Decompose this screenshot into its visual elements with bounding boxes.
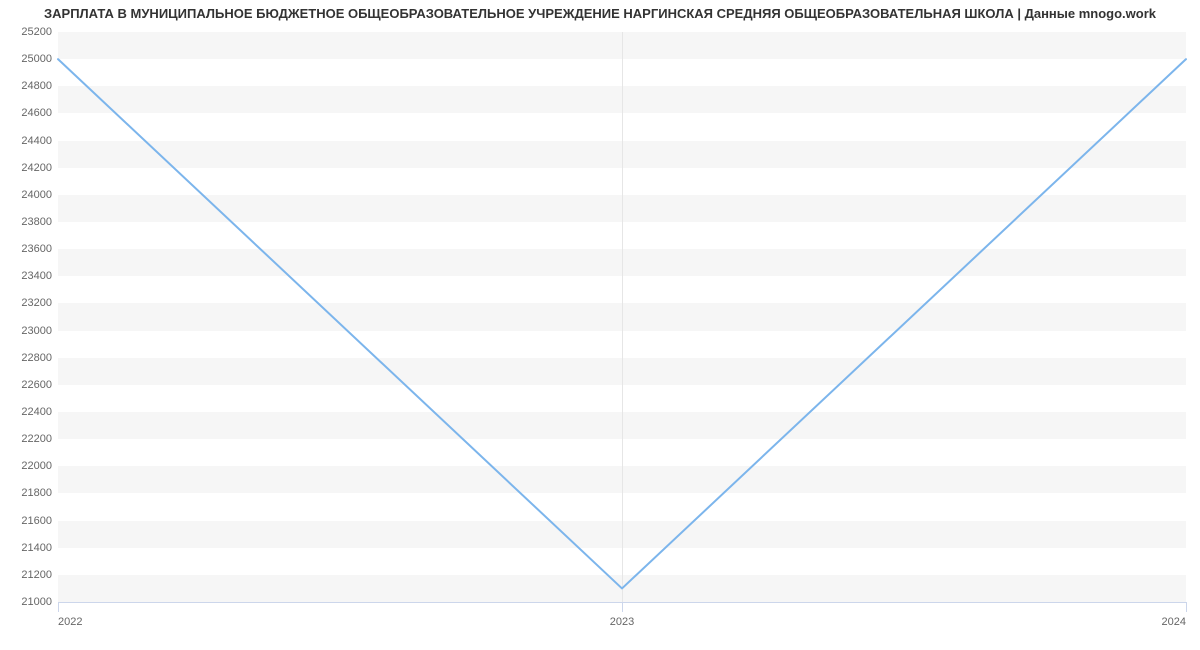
y-tick-label: 23800 (21, 216, 58, 228)
y-tick-label: 23600 (21, 243, 58, 255)
y-tick-label: 23000 (21, 325, 58, 337)
x-tick-label: 2023 (610, 602, 634, 628)
y-tick-label: 21200 (21, 569, 58, 581)
y-tick-label: 24600 (21, 107, 58, 119)
y-tick-label: 23200 (21, 297, 58, 309)
x-tick-label: 2024 (1162, 602, 1186, 628)
series-line (58, 32, 1186, 602)
y-tick-label: 21600 (21, 515, 58, 527)
chart-title: ЗАРПЛАТА В МУНИЦИПАЛЬНОЕ БЮДЖЕТНОЕ ОБЩЕО… (0, 6, 1200, 21)
y-tick-label: 22600 (21, 379, 58, 391)
y-tick-label: 24400 (21, 135, 58, 147)
y-tick-label: 21400 (21, 542, 58, 554)
y-tick-label: 22800 (21, 352, 58, 364)
y-tick-label: 24800 (21, 80, 58, 92)
x-tick-label: 2022 (58, 602, 82, 628)
y-tick-label: 23400 (21, 270, 58, 282)
salary-chart: ЗАРПЛАТА В МУНИЦИПАЛЬНОЕ БЮДЖЕТНОЕ ОБЩЕО… (0, 0, 1200, 650)
y-tick-label: 22400 (21, 406, 58, 418)
y-tick-label: 25200 (21, 26, 58, 38)
y-tick-label: 21000 (21, 596, 58, 608)
y-tick-label: 24000 (21, 189, 58, 201)
plot-area: 2100021200214002160021800220002220022400… (58, 32, 1186, 602)
x-tick-mark (1186, 602, 1187, 612)
y-tick-label: 24200 (21, 162, 58, 174)
y-tick-label: 22000 (21, 460, 58, 472)
y-tick-label: 22200 (21, 433, 58, 445)
y-tick-label: 21800 (21, 487, 58, 499)
y-tick-label: 25000 (21, 53, 58, 65)
